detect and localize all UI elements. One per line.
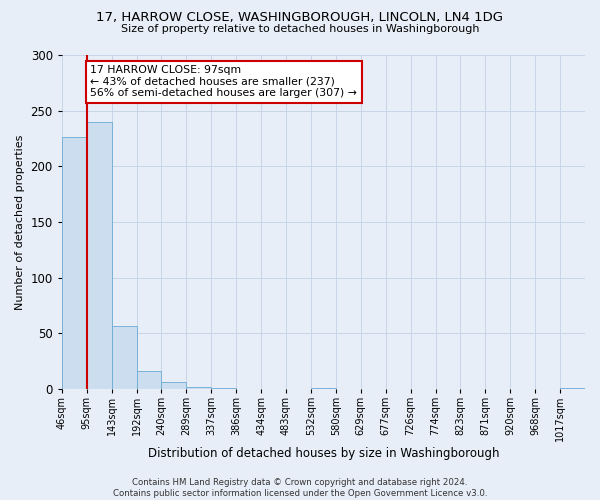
Text: 17 HARROW CLOSE: 97sqm
← 43% of detached houses are smaller (237)
56% of semi-de: 17 HARROW CLOSE: 97sqm ← 43% of detached… [91,65,358,98]
Y-axis label: Number of detached properties: Number of detached properties [15,134,25,310]
Text: 17, HARROW CLOSE, WASHINGBOROUGH, LINCOLN, LN4 1DG: 17, HARROW CLOSE, WASHINGBOROUGH, LINCOL… [97,11,503,24]
Bar [137,372,161,389]
Bar [311,388,336,389]
Bar [560,388,585,389]
Text: Contains HM Land Registry data © Crown copyright and database right 2024.
Contai: Contains HM Land Registry data © Crown c… [113,478,487,498]
Bar [87,122,112,389]
Text: Size of property relative to detached houses in Washingborough: Size of property relative to detached ho… [121,24,479,34]
X-axis label: Distribution of detached houses by size in Washingborough: Distribution of detached houses by size … [148,447,499,460]
Bar [112,326,137,389]
Bar [62,138,87,389]
Bar [187,387,211,389]
Bar [161,382,187,389]
Bar [211,388,236,389]
